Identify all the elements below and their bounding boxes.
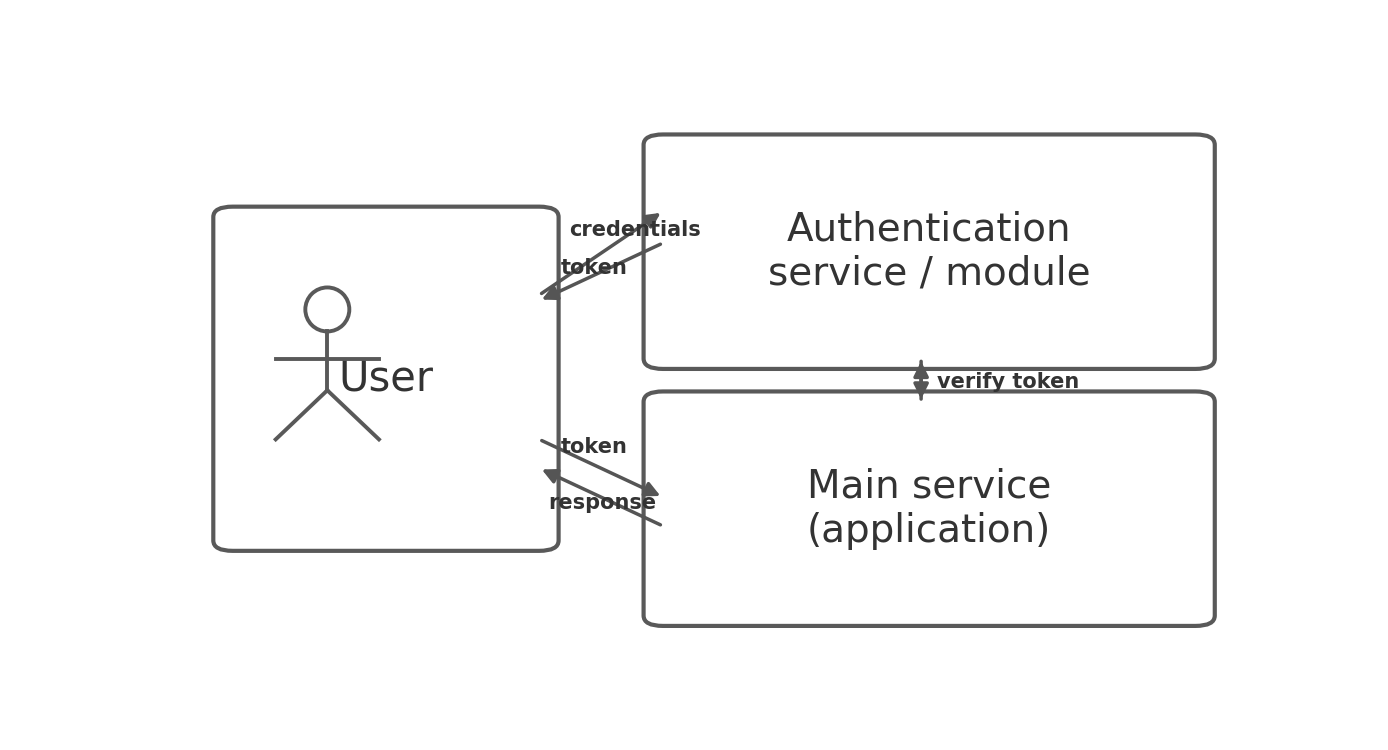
Text: token: token [561,436,627,457]
FancyBboxPatch shape [644,392,1214,626]
Text: Main service
(application): Main service (application) [806,468,1051,550]
Text: verify token: verify token [937,372,1080,392]
Text: credentials: credentials [569,220,701,240]
Text: token: token [561,258,627,278]
Text: response: response [548,493,657,513]
Text: Authentication
service / module: Authentication service / module [768,211,1091,292]
FancyBboxPatch shape [214,207,558,550]
FancyBboxPatch shape [644,134,1214,369]
Text: User: User [339,358,433,400]
